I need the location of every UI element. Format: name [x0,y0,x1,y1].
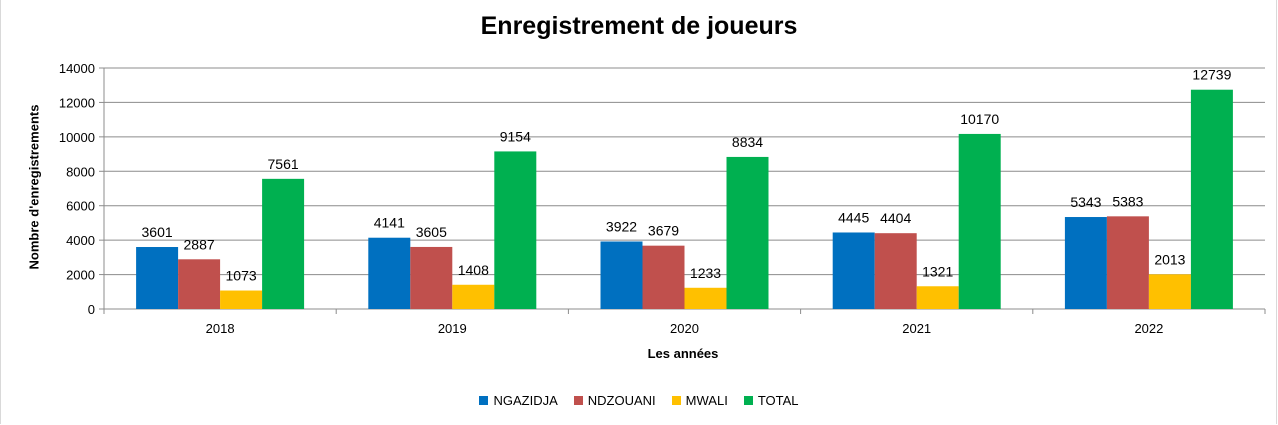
bar-ngazidja [136,247,179,309]
bar-total [726,156,769,309]
bar-mwali [452,284,495,309]
data-label: 9154 [500,128,531,144]
bar-ngazidja [600,241,643,309]
data-label: 4445 [838,209,869,225]
x-tick-label: 2021 [902,321,931,336]
legend-swatch [671,396,681,405]
y-tick-label: 6000 [66,199,95,214]
legend-swatch [479,396,489,405]
bar-mwali [1148,274,1191,309]
bar-ndzouani [642,245,685,309]
bar-mwali [684,287,727,309]
legend-swatch [743,396,753,405]
legend-swatch [573,396,583,405]
x-axis-label: Les années [647,346,719,361]
data-label: 5343 [1070,194,1101,210]
bar-total [494,151,537,309]
bar-ngazidja [1064,217,1107,309]
data-label: 4141 [374,215,405,231]
data-label: 10170 [960,111,999,127]
bar-mwali [220,290,263,309]
bar-total [958,133,1001,309]
bar-ngazidja [832,232,875,309]
x-tick-label: 2020 [670,321,699,336]
data-label: 4404 [880,210,911,226]
bar-ngazidja [368,237,411,309]
data-label: 2887 [184,236,215,252]
legend-item: NGAZIDJA [479,393,558,408]
bar-ndzouani [178,259,221,309]
bar-mwali [916,286,959,309]
x-tick-label: 2018 [206,321,235,336]
data-label: 3922 [606,218,637,234]
legend-label: TOTAL [757,393,799,408]
data-label: 12739 [1192,67,1231,83]
y-tick-label: 12000 [59,95,95,110]
data-label: 1408 [458,262,489,278]
data-label: 7561 [268,156,299,172]
bar-ndzouani [1106,216,1149,309]
legend: NGAZIDJA NDZOUANI MWALI TOTAL [0,393,1278,408]
data-label: 8834 [732,134,763,150]
legend-label: MWALI [685,393,728,408]
chart-title: Enregistrement de joueurs [480,12,798,40]
data-label: 5383 [1112,193,1143,209]
bar-ndzouani [874,233,917,309]
y-tick-label: 10000 [59,130,95,145]
data-label: 1233 [690,265,721,281]
y-tick-label: 4000 [66,233,95,248]
data-label: 3679 [648,223,679,239]
legend-label: NGAZIDJA [493,393,558,408]
x-tick-label: 2019 [438,321,467,336]
legend-item: MWALI [671,393,728,408]
bar-ndzouani [410,246,453,309]
data-label: 2013 [1154,251,1185,267]
data-label: 1073 [226,268,257,284]
y-tick-label: 2000 [66,268,95,283]
y-tick-label: 0 [88,302,95,317]
data-label: 3605 [416,224,447,240]
bar-total [262,178,305,309]
y-tick-label: 14000 [59,61,95,76]
data-label: 1321 [922,263,953,279]
bar-total [1190,89,1233,309]
legend-item: TOTAL [743,393,799,408]
legend-item: NDZOUANI [573,393,656,408]
data-label: 3601 [142,224,173,240]
legend-label: NDZOUANI [587,393,656,408]
y-tick-label: 8000 [66,164,95,179]
x-tick-label: 2022 [1134,321,1163,336]
